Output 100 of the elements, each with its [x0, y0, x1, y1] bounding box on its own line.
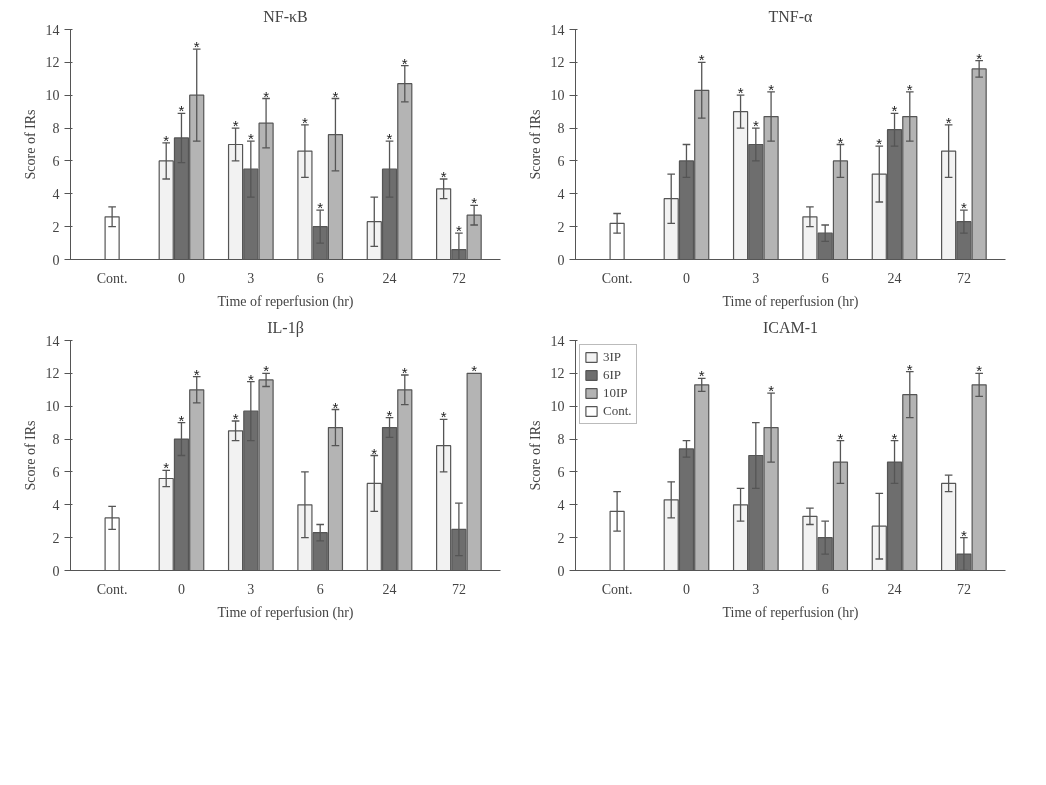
x-tick-label: 72 [956, 270, 971, 286]
y-tick-label: 8 [52, 432, 60, 448]
x-tick-label: 0 [682, 270, 690, 286]
y-tick-label: 2 [557, 530, 565, 546]
data-label: * [386, 130, 393, 148]
x-tick-label: 6 [316, 581, 324, 597]
y-tick-label: 0 [52, 563, 60, 579]
data-label: * [837, 429, 844, 447]
x-tick-label: Cont. [601, 270, 633, 286]
data-label: * [698, 367, 705, 385]
data-label: * [891, 429, 898, 447]
data-label: * [371, 444, 378, 462]
y-tick-label: 14 [550, 22, 565, 38]
x-tick-label: 6 [821, 270, 829, 286]
data-label: * [401, 54, 408, 72]
data-label: * [263, 87, 270, 105]
x-tick-label: 6 [821, 581, 829, 597]
legend-label: 3IP [603, 349, 623, 365]
data-label: * [317, 199, 324, 217]
y-axis-title: Score of IRs [22, 420, 38, 491]
y-tick-label: 6 [52, 153, 60, 169]
y-tick-label: 10 [45, 399, 60, 415]
y-tick-label: 12 [550, 55, 565, 71]
x-tick-label: 3 [247, 581, 255, 597]
data-label: * [976, 49, 983, 67]
data-label: * [960, 199, 967, 217]
data-label: * [247, 370, 254, 388]
y-axis-title: Score of IRs [22, 109, 38, 180]
y-tick-label: 12 [550, 366, 565, 382]
data-label: * [263, 362, 270, 380]
y-tick-label: 4 [557, 497, 565, 513]
data-label: * [471, 362, 478, 380]
y-tick-label: 6 [557, 153, 565, 169]
data-label: * [163, 459, 170, 477]
x-tick-label: 3 [247, 270, 255, 286]
y-tick-label: 10 [550, 399, 565, 415]
data-label: * [960, 526, 967, 544]
x-tick-label: 72 [451, 270, 466, 286]
data-label: * [455, 222, 462, 240]
data-label: * [401, 364, 408, 381]
data-label: * [247, 130, 254, 148]
y-tick-label: 14 [45, 22, 60, 38]
data-label: * [891, 102, 898, 120]
y-tick-label: 8 [557, 432, 565, 448]
y-tick-label: 0 [52, 252, 60, 268]
y-axis-title: Score of IRs [527, 420, 543, 491]
data-label: * [768, 382, 775, 400]
data-label: * [945, 113, 952, 131]
data-label: * [302, 113, 308, 131]
y-tick-label: 4 [557, 186, 565, 202]
data-label: * [906, 80, 913, 98]
x-tick-label: Cont. [96, 581, 128, 597]
x-axis-title: Time of reperfusion (hr) [217, 604, 354, 621]
data-label: * [178, 102, 185, 120]
y-tick-label: 2 [557, 219, 565, 235]
y-tick-label: 0 [557, 563, 565, 579]
y-tick-label: 6 [557, 464, 565, 480]
y-tick-label: 12 [45, 366, 60, 382]
data-label: * [440, 408, 447, 426]
legend-label: 6IP [603, 367, 623, 383]
y-axis-title: Score of IRs [527, 109, 543, 180]
data-label: * [332, 398, 339, 416]
x-tick-label: 3 [752, 581, 760, 597]
x-tick-label: 0 [177, 270, 185, 286]
chart-title: NF-κB [263, 7, 308, 25]
x-axis-title: Time of reperfusion (hr) [217, 293, 354, 310]
y-tick-label: 10 [45, 88, 60, 104]
y-tick-label: 8 [557, 121, 565, 137]
x-tick-label: 24 [382, 270, 397, 286]
x-tick-label: Cont. [96, 270, 128, 286]
data-label: * [193, 38, 200, 56]
legend-label: 10IP [603, 385, 628, 401]
y-tick-label: 0 [557, 252, 565, 268]
y-tick-label: 2 [52, 530, 60, 546]
x-tick-label: 3 [752, 270, 760, 286]
data-label: * [232, 117, 239, 135]
y-tick-label: 14 [550, 333, 565, 349]
chart-title: TNF-α [768, 7, 814, 25]
y-tick-label: 12 [45, 55, 60, 71]
x-tick-label: 0 [177, 581, 185, 597]
data-label: * [471, 194, 478, 212]
x-axis-title: Time of reperfusion (hr) [722, 293, 859, 310]
x-tick-label: 72 [451, 581, 466, 597]
data-label: * [737, 84, 744, 102]
data-label: * [906, 360, 913, 378]
y-tick-label: 14 [45, 333, 60, 349]
x-tick-label: 72 [956, 581, 971, 597]
chart-title: ICAM-1 [762, 318, 819, 336]
data-label: * [876, 135, 883, 153]
data-label: * [178, 411, 185, 429]
chart-title: IL-1β [267, 318, 304, 337]
data-label: * [440, 168, 447, 185]
x-tick-label: 24 [887, 581, 902, 597]
x-tick-label: 24 [887, 270, 902, 286]
y-tick-label: 2 [52, 219, 60, 235]
data-label: * [698, 51, 705, 69]
y-tick-label: 8 [52, 121, 60, 137]
data-label: * [232, 410, 239, 427]
x-tick-label: 6 [316, 270, 324, 286]
data-label: * [752, 117, 759, 135]
